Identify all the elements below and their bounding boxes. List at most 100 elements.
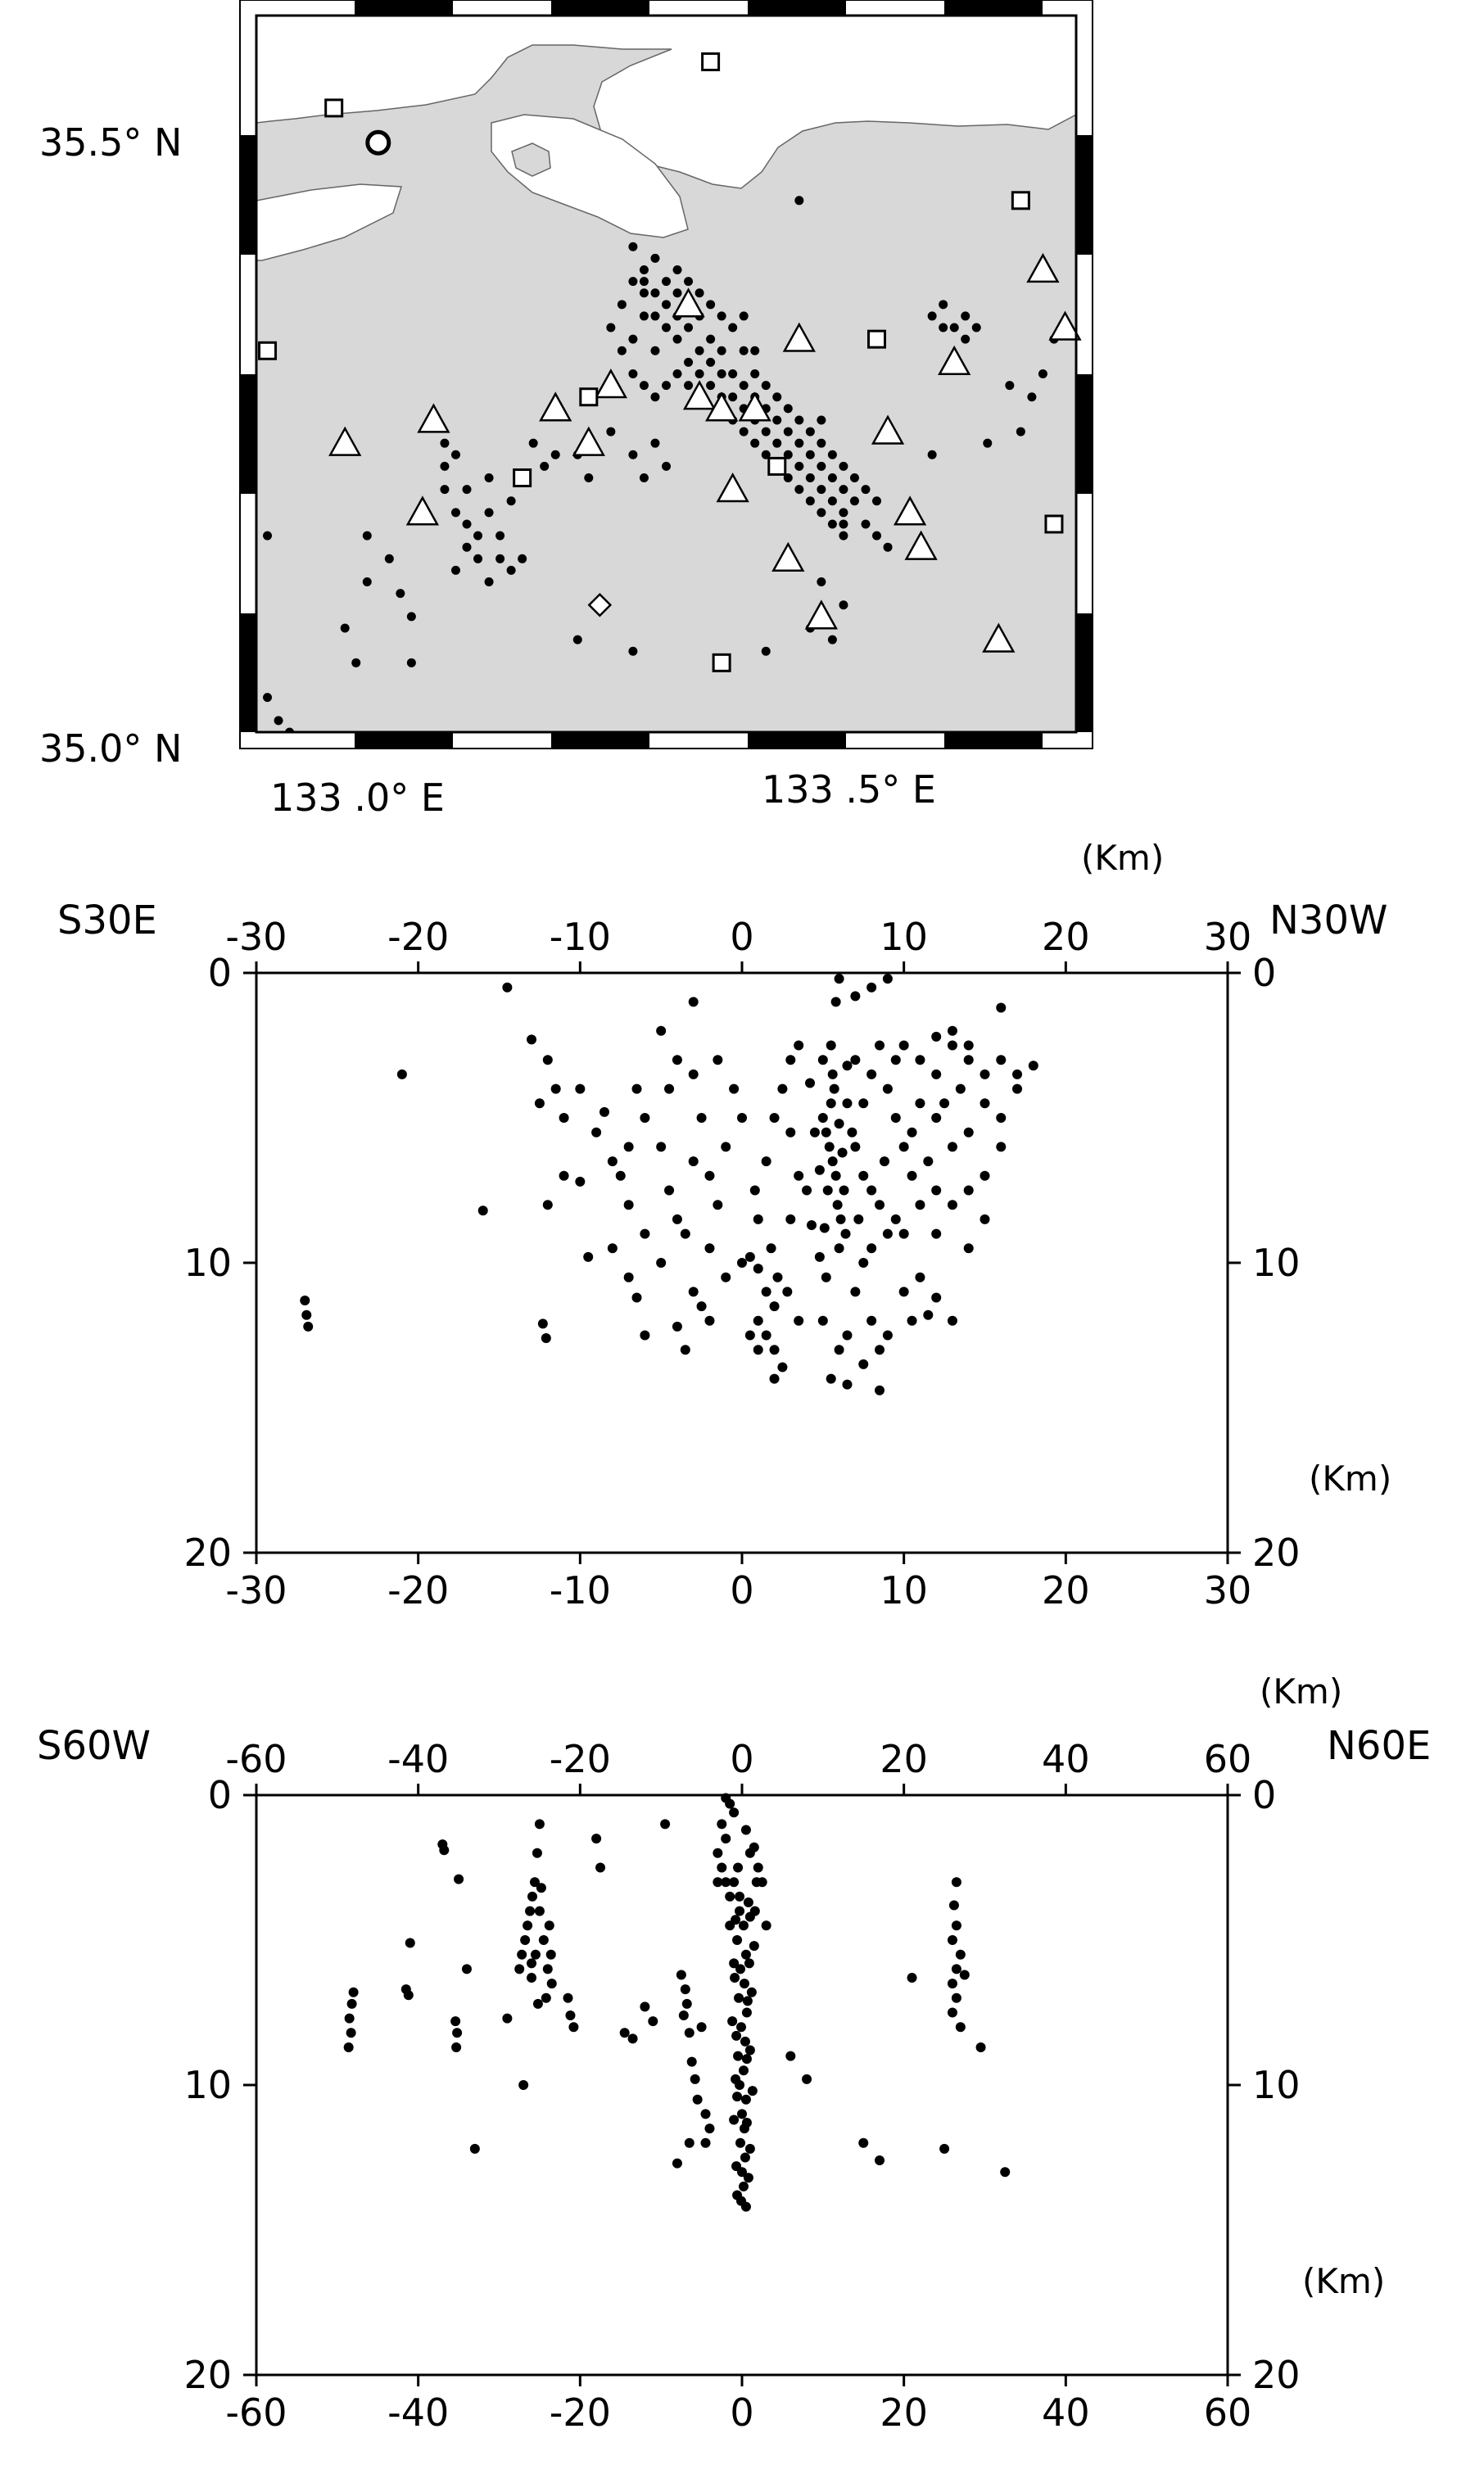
- epicenter-dot: [839, 461, 848, 471]
- hypocenter-dot: [806, 1219, 817, 1230]
- hypocenter-dot: [656, 1258, 667, 1268]
- hypocenter-dot: [963, 1055, 974, 1065]
- y-tick-label-right: 10: [1252, 1241, 1301, 1285]
- hypocenter-dot: [740, 1949, 751, 1960]
- map-lagoon: [491, 114, 689, 238]
- station-triangle: [716, 473, 749, 503]
- station-square: [767, 456, 787, 476]
- x-tick-label-bottom: 30: [1204, 1568, 1252, 1612]
- hypocenter-dot: [744, 2143, 755, 2154]
- epicenter-dot: [606, 323, 616, 332]
- hypocenter-dot: [882, 1083, 893, 1094]
- x-tick-label-bottom: 10: [880, 1568, 928, 1612]
- hypocenter-dot: [802, 1185, 812, 1196]
- hypocenter-dot: [890, 1214, 901, 1224]
- epicenter-dot: [495, 531, 505, 540]
- epicenter-dot: [628, 450, 638, 459]
- hypocenter-dot: [821, 1272, 831, 1282]
- hypocenter-dot: [740, 2152, 750, 2163]
- epicenter-dot: [761, 646, 771, 656]
- hypocenter-dot: [1028, 1061, 1038, 1071]
- station-triangle: [771, 541, 805, 572]
- hypocenter-dot: [700, 2137, 711, 2148]
- x-tick-label-bottom: 60: [1204, 2390, 1252, 2435]
- hypocenter-dot: [777, 1083, 788, 1094]
- x-tick-label-top: -10: [550, 915, 611, 959]
- hypocenter-dot: [963, 1127, 974, 1138]
- hypocenter-dot: [738, 2065, 749, 2076]
- hypocenter-dot: [817, 1315, 828, 1326]
- epicenter-dot: [872, 496, 882, 506]
- hypocenter-dot: [664, 1185, 675, 1196]
- map-bay-west: [256, 183, 403, 261]
- epicenter-dot: [518, 554, 527, 563]
- map-border-block: [240, 135, 256, 255]
- station-square: [513, 468, 532, 488]
- epicenter-dot: [839, 531, 848, 540]
- epicenter-dot: [450, 565, 460, 575]
- hypocenter-dot: [542, 1055, 553, 1065]
- epicenter-dot: [274, 716, 283, 726]
- section1-unit-label-top: (Km): [1081, 838, 1164, 878]
- y-tick-label-right: 0: [1252, 1773, 1276, 1817]
- y-tick-label-left: 0: [208, 1773, 232, 1817]
- section2-points: [343, 1793, 1011, 2212]
- epicenter-dot: [528, 438, 538, 448]
- epicenter-dot: [739, 381, 749, 391]
- epicenter-dot: [440, 438, 450, 448]
- hypocenter-dot: [525, 1906, 536, 1916]
- epicenter-dot: [839, 485, 848, 495]
- hypocenter-dot: [721, 1272, 731, 1282]
- hypocenter-dot: [672, 1214, 682, 1224]
- hypocenter-dot: [721, 1834, 731, 1844]
- hypocenter-dot: [740, 2094, 751, 2105]
- y-tick-label-left: 20: [183, 2353, 232, 2397]
- hypocenter-dot: [678, 2010, 689, 2021]
- hypocenter-dot: [830, 1170, 841, 1181]
- hypocenter-dot: [469, 2143, 480, 2154]
- hypocenter-dot: [772, 1272, 783, 1282]
- hypocenter-dot: [631, 1083, 642, 1094]
- section1-points: [300, 974, 1038, 1395]
- hypocenter-dot: [882, 1330, 893, 1341]
- hypocenter-dot: [660, 1819, 671, 1830]
- hypocenter-dot: [344, 2013, 355, 2024]
- hypocenter-dot: [817, 1055, 828, 1065]
- station-triangle: [738, 391, 771, 422]
- map-border-block: [1076, 135, 1093, 255]
- hypocenter-dot: [527, 1891, 538, 1902]
- hypocenter-dot: [725, 1891, 735, 1902]
- hypocenter-dot: [947, 1935, 957, 1945]
- hypocenter-dot: [794, 1040, 804, 1051]
- hypocenter-dot: [732, 1935, 743, 1945]
- hypocenter-dot: [907, 1973, 917, 1983]
- hypocenter-dot: [842, 1379, 853, 1390]
- epicenter-dot: [772, 392, 782, 402]
- hypocenter-dot: [947, 2007, 957, 2018]
- hypocenter-dot: [794, 1315, 804, 1326]
- hypocenter-dot: [631, 1292, 642, 1303]
- y-tick-label-right: 10: [1252, 2063, 1301, 2107]
- hypocenter-dot: [530, 1949, 541, 1960]
- epicenter-dot: [384, 554, 394, 563]
- epicenter-dot: [506, 565, 516, 575]
- epicenter-dot: [817, 438, 826, 448]
- epicenter-dot: [772, 438, 782, 448]
- hypocenter-dot: [948, 1900, 959, 1911]
- station-square: [1011, 191, 1030, 210]
- hypocenter-dot: [785, 1127, 796, 1138]
- hypocenter-dot: [529, 1877, 540, 1888]
- epicenter-dot: [473, 531, 483, 540]
- hypocenter-dot: [565, 2010, 576, 2021]
- hypocenter-dot: [959, 1970, 970, 1980]
- hypocenter-dot: [536, 1883, 546, 1893]
- hypocenter-dot: [704, 1315, 715, 1326]
- hypocenter-dot: [595, 1862, 606, 1873]
- x-tick-label-bottom: -20: [550, 2390, 611, 2435]
- hypocenter-dot: [568, 2022, 579, 2033]
- epicenter-dot: [827, 519, 837, 529]
- epicenter-dot: [650, 346, 660, 355]
- epicenter-dot: [805, 450, 815, 459]
- hypocenter-dot: [343, 2042, 354, 2052]
